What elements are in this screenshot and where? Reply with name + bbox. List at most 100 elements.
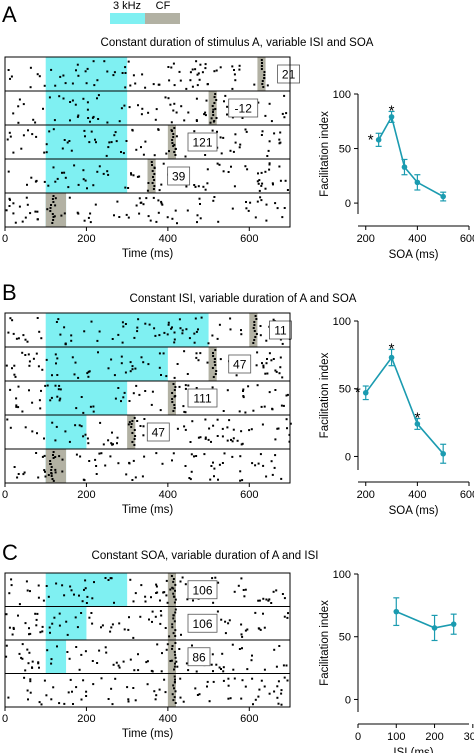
spike-dot [88,370,91,373]
spike-dot [78,424,81,427]
spike-dot [240,577,243,580]
spike-dot [44,384,47,387]
spike-dot [195,455,198,457]
spike-dot [167,323,170,326]
spike-dot [222,679,225,682]
spike-dot [118,666,121,669]
data-point [431,625,438,631]
spike-dot [184,155,187,158]
spike-dot [132,174,135,177]
spike-dot [43,84,46,87]
spike-dot [54,468,57,471]
spike-dot [141,475,144,478]
spike-dot [34,121,37,124]
spike-dot [216,435,219,437]
spike-dot [262,612,264,615]
spike-dot [211,367,214,369]
spike-dot [155,585,158,588]
spike-dot [268,102,271,105]
spike-dot [112,74,115,77]
spike-dot [129,578,132,581]
spike-dot [262,464,265,467]
spike-dot [251,654,253,657]
spike-dot [95,473,98,475]
y-tick-label: 50 [339,384,351,396]
legend-cf-swatch [145,13,180,24]
spike-dot [120,400,122,403]
spike-dot [27,662,30,665]
spike-dot [5,364,8,367]
spike-dot [103,60,106,63]
spike-dot [187,669,190,672]
spike-dot [100,626,102,629]
spike-dot [184,465,187,467]
spike-dot [43,454,46,457]
spike-dot [41,630,44,633]
panel-letter-c: C [2,540,18,565]
spike-dot [92,115,95,118]
spike-dot [74,103,77,106]
cf-tone-bar [208,91,217,125]
significance-star: * [389,340,395,357]
facilitation-box [187,647,211,667]
spike-dot [26,183,28,186]
spike-dot [181,576,184,579]
spike-dot [69,101,72,103]
spike-dot [36,432,38,435]
spike-dot [100,452,103,455]
spike-dot [125,140,128,142]
spike-dot [135,204,138,207]
spike-dot [12,202,15,205]
spike-dot [71,356,74,359]
spike-dot [171,142,174,144]
spike-dot [138,175,141,178]
spike-dot [279,179,282,182]
spike-dot [172,617,175,620]
spike-dot [187,111,190,114]
raster-trial-row [7,673,289,707]
spike-dot [257,599,260,602]
spike-dot [259,334,262,337]
spike-dot [289,422,292,425]
spike-dot [133,429,136,431]
spike-dot [197,185,200,188]
spike-dot [70,589,73,592]
spike-dot [188,477,191,479]
spike-dot [271,182,274,185]
spike-dot [240,697,243,700]
spike-dot [143,418,146,420]
spike-dot [151,164,153,166]
spike-dot [63,212,66,215]
spike-dot [81,600,84,603]
spike-dot [61,584,64,587]
tone-a-bar [45,347,168,381]
spike-dot [132,687,135,689]
spike-dot [258,688,261,691]
spike-dot [281,216,284,219]
spike-dot [53,119,56,122]
significance-star: * [355,384,361,401]
spike-dot [128,461,131,464]
spike-dot [171,217,174,220]
spike-dot [151,610,154,613]
tone-a-bar [45,640,67,674]
panel-c-title: Constant SOA, variable duration of A and… [92,550,319,562]
x-tick-label: 0 [2,233,8,245]
spike-dot [164,691,167,694]
spike-dot [138,212,141,215]
spike-dot [165,375,168,378]
y-tick-label: 100 [333,569,351,581]
spike-dot [228,619,231,622]
spike-dot [212,108,215,111]
spike-dot [223,452,226,455]
spike-dot [8,197,11,200]
spike-dot [76,63,79,66]
spike-dot [253,339,256,341]
spike-dot [83,588,85,591]
spike-dot [250,659,253,662]
spike-dot [63,702,66,705]
spike-dot [254,698,257,701]
spike-dot [29,212,32,215]
spike-dot [260,171,263,174]
spike-dot [275,589,278,592]
